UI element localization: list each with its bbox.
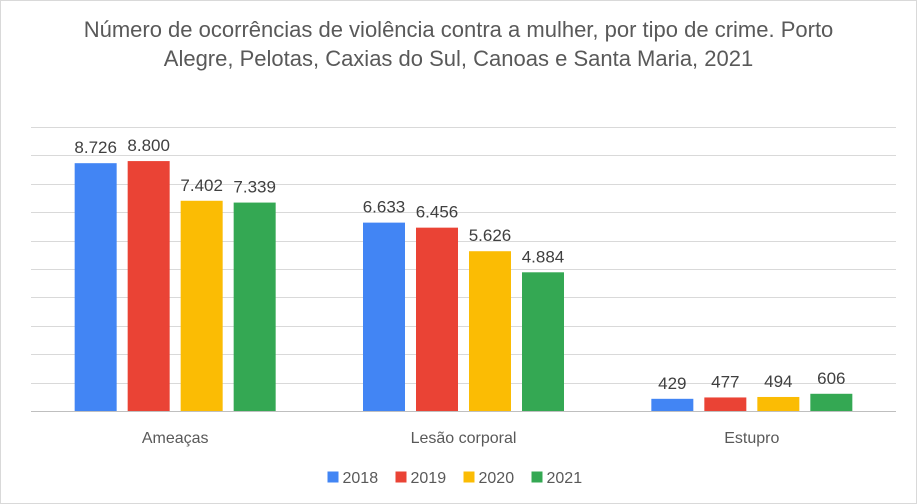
legend-label-2019: 2019 (411, 470, 447, 487)
legend-label-2020: 2020 (479, 470, 515, 487)
data-label-2018-3: 429 (658, 374, 686, 393)
bar-2019-2 (416, 227, 458, 411)
category-label-3: Estupro (724, 430, 779, 447)
data-label-2019-3: 477 (711, 372, 739, 391)
legend-swatch-2020 (463, 471, 475, 483)
category-label-2: Lesão corporal (411, 430, 517, 447)
bar-2020-2 (469, 251, 511, 411)
data-label-2020-2: 5.626 (469, 226, 512, 245)
data-label-2020-1: 7.402 (180, 176, 223, 195)
category-label-1: Ameaças (142, 430, 209, 447)
legend-swatch-2021 (531, 471, 543, 483)
data-label-2018-1: 8.726 (74, 138, 117, 157)
bar-2020-1 (180, 200, 223, 411)
bar-2021-1 (233, 202, 276, 411)
bar-2018-2 (363, 222, 405, 411)
legend-label-2021: 2021 (547, 470, 583, 487)
legend-swatch-2019 (395, 471, 407, 483)
category-axis: Ameaças Lesão corporal Estupro (142, 430, 780, 447)
bar-2021-2 (522, 272, 564, 411)
data-label-2019-1: 8.800 (127, 136, 170, 155)
legend-label-2018: 2018 (343, 470, 379, 487)
bar-2020-3 (757, 396, 800, 411)
data-label-2021-2: 4.884 (522, 247, 565, 266)
bar-2019-3 (704, 397, 747, 411)
legend: 2018 2019 2020 2021 (327, 470, 583, 487)
bar-2019-1 (127, 161, 170, 411)
data-label-2019-2: 6.456 (416, 203, 459, 222)
data-label-2021-1: 7.339 (233, 178, 276, 197)
data-label-2021-3: 606 (817, 369, 845, 388)
chart-title: Número de ocorrências de violência contr… (83, 17, 834, 71)
bar-2018-3 (651, 398, 694, 411)
bars (74, 161, 853, 411)
data-label-2018-2: 6.633 (363, 198, 406, 217)
data-label-2020-3: 494 (764, 372, 792, 391)
data-labels: 8.726 8.800 7.402 7.339 6.633 6.456 5.626 4.884… (74, 136, 845, 393)
bar-2018-1 (74, 163, 117, 411)
bar-2021-3 (810, 393, 853, 411)
legend-swatch-2018 (327, 471, 339, 483)
gridlines (31, 127, 896, 412)
